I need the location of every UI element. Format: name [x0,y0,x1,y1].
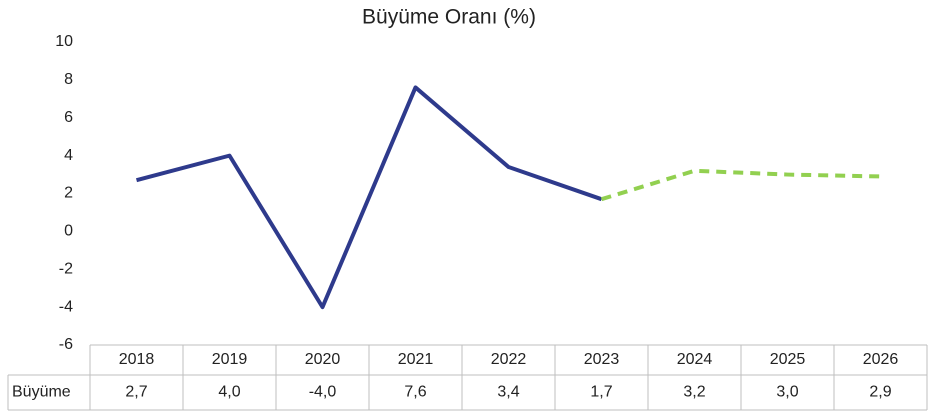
line-forecast [600,168,881,202]
x-tick-label: 2026 [863,351,899,368]
table-value: -4,0 [309,384,337,401]
table-value: 3,0 [776,384,798,401]
x-tick-label: 2024 [677,351,713,368]
table-value: 3,4 [497,384,519,401]
y-tick-label: 10 [55,33,73,50]
x-tick-label: 2021 [398,351,434,368]
x-tick-label: 2018 [119,351,155,368]
x-tick-label: 2019 [212,351,248,368]
table-value: 7,6 [404,384,426,401]
chart-title: Büyüme Oranı (%) [362,6,536,29]
y-tick-label: 2 [64,185,73,202]
table-value: 4,0 [218,384,240,401]
y-tick-label: 6 [64,109,73,126]
x-tick-label: 2025 [770,351,806,368]
y-tick-label: 8 [64,71,73,88]
y-tick-label: -2 [59,260,73,277]
x-tick-label: 2022 [491,351,527,368]
table-value: 2,9 [869,384,891,401]
table-value: 3,2 [683,384,705,401]
y-tick-label: 4 [64,147,73,164]
y-tick-label: -6 [59,336,73,353]
table-value: 2,7 [125,384,147,401]
line-actual [135,85,603,310]
x-tick-label: 2020 [305,351,341,368]
legend-label: Büyüme [12,384,71,401]
table-value: 1,7 [590,384,612,401]
x-tick-label: 2023 [584,351,620,368]
y-tick-label: 0 [64,223,73,240]
y-tick-label: -4 [59,298,73,315]
